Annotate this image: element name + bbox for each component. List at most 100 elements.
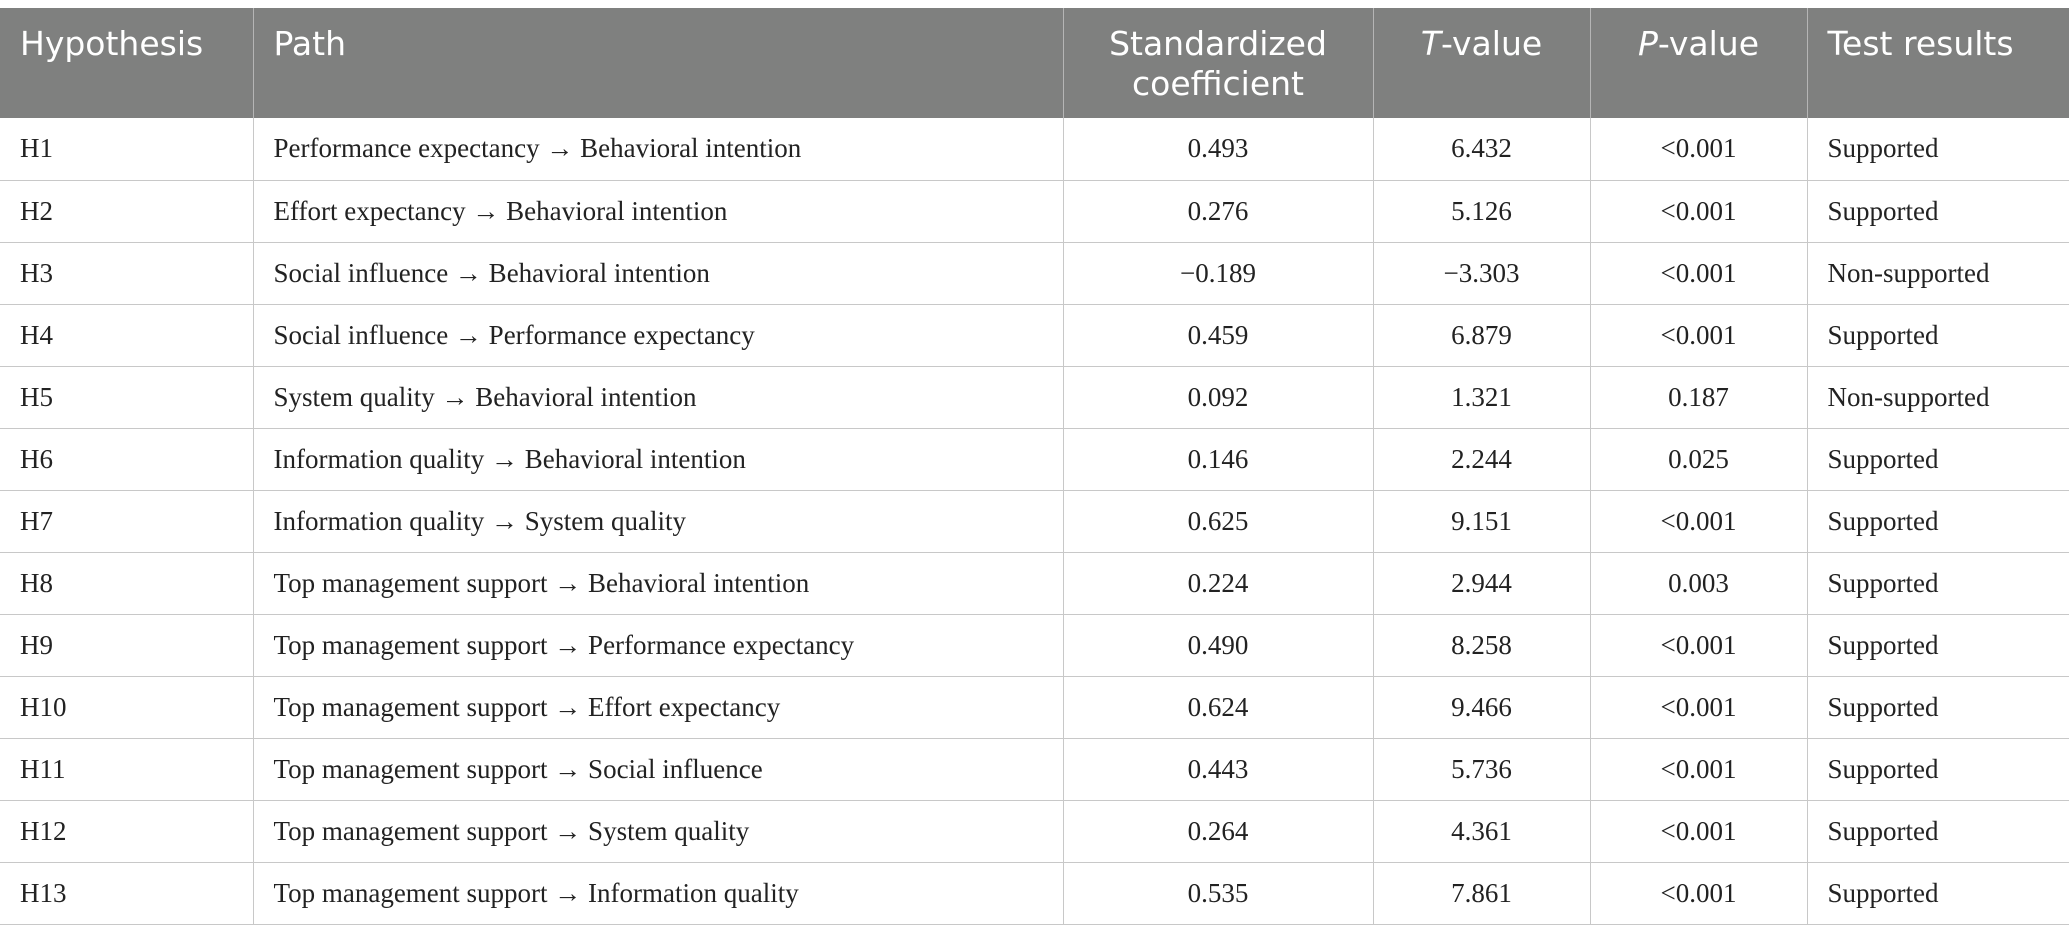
cell-test-result: Supported [1806,862,2069,925]
cell-t-value: 2.244 [1372,428,1590,491]
cell-t-value: 9.466 [1372,676,1590,739]
cell-test-result: Supported [1806,118,2069,181]
hypothesis-test-table: Hypothesis Path Standardized coefficient… [0,8,2069,925]
cell-hypothesis: H10 [0,676,253,739]
cell-path: Information quality → Behavioral intenti… [252,428,1063,491]
cell-hypothesis: H9 [0,614,253,677]
cell-hypothesis: H4 [0,304,253,367]
header-standardized-coefficient: Standardized coefficient [1062,8,1373,118]
cell-hypothesis: H12 [0,800,253,863]
table-row: H1 Performance expectancy → Behavioral in… [0,118,2069,181]
cell-hypothesis: H6 [0,428,253,491]
cell-standardized-coefficient: 0.264 [1062,800,1373,863]
cell-standardized-coefficient: 0.624 [1062,676,1373,739]
table-row: H10 Top management support → Effort expec… [0,676,2069,739]
header-test-results: Test results [1806,8,2069,118]
cell-t-value: 4.361 [1372,800,1590,863]
table-row: H9 Top management support → Performance e… [0,614,2069,677]
table-header: Hypothesis Path Standardized coefficient… [0,8,2069,118]
header-hypothesis: Hypothesis [0,8,253,118]
cell-hypothesis: H2 [0,180,253,243]
cell-hypothesis: H13 [0,862,253,925]
header-t-letter: T [1420,24,1441,63]
cell-p-value: <0.001 [1589,180,1807,243]
cell-path: Performance expectancy → Behavioral inte… [252,118,1063,181]
cell-p-value: <0.001 [1589,738,1807,801]
table-row: H2 Effort expectancy → Behavioral intenti… [0,180,2069,243]
cell-hypothesis: H8 [0,552,253,615]
cell-p-value: 0.025 [1589,428,1807,491]
cell-path: Top management support → Performance exp… [252,614,1063,677]
header-t-value: T-value [1372,8,1590,118]
cell-t-value: 8.258 [1372,614,1590,677]
cell-hypothesis: H1 [0,118,253,181]
cell-standardized-coefficient: 0.459 [1062,304,1373,367]
cell-standardized-coefficient: 0.493 [1062,118,1373,181]
table-row: H12 Top management support → System quali… [0,800,2069,863]
cell-standardized-coefficient: 0.625 [1062,490,1373,553]
cell-test-result: Supported [1806,676,2069,739]
table-row: H4 Social influence → Performance expecta… [0,304,2069,367]
table-row: H11 Top management support → Social influ… [0,738,2069,801]
cell-standardized-coefficient: 0.535 [1062,862,1373,925]
cell-p-value: <0.001 [1589,800,1807,863]
cell-path: Top management support → Information qua… [252,862,1063,925]
table-row: H7 Information quality → System quality 0.… [0,490,2069,553]
cell-test-result: Supported [1806,180,2069,243]
table-row: H5 System quality → Behavioral intention 0… [0,366,2069,429]
cell-path: Top management support → Behavioral inte… [252,552,1063,615]
cell-standardized-coefficient: 0.092 [1062,366,1373,429]
cell-test-result: Supported [1806,304,2069,367]
results-table-container: Hypothesis Path Standardized coefficient… [0,8,2069,925]
cell-p-value: <0.001 [1589,304,1807,367]
cell-hypothesis: H7 [0,490,253,553]
cell-path: System quality → Behavioral intention [252,366,1063,429]
cell-test-result: Non-supported [1806,242,2069,305]
cell-t-value: 7.861 [1372,862,1590,925]
cell-hypothesis: H11 [0,738,253,801]
cell-t-value: 6.879 [1372,304,1590,367]
table-row: H13 Top management support → Information … [0,862,2069,925]
cell-path: Information quality → System quality [252,490,1063,553]
cell-standardized-coefficient: 0.146 [1062,428,1373,491]
cell-p-value: <0.001 [1589,862,1807,925]
cell-path: Top management support → Social influenc… [252,738,1063,801]
cell-hypothesis: H3 [0,242,253,305]
cell-standardized-coefficient: 0.443 [1062,738,1373,801]
cell-test-result: Non-supported [1806,366,2069,429]
cell-p-value: 0.187 [1589,366,1807,429]
cell-t-value: 6.432 [1372,118,1590,181]
header-p-suffix: -value [1657,24,1760,63]
cell-t-value: −3.303 [1372,242,1590,305]
cell-standardized-coefficient: 0.224 [1062,552,1373,615]
header-path: Path [252,8,1063,118]
cell-p-value: <0.001 [1589,242,1807,305]
cell-test-result: Supported [1806,490,2069,553]
header-t-suffix: -value [1441,24,1543,63]
table-body: H1 Performance expectancy → Behavioral in… [0,118,2069,925]
cell-t-value: 5.126 [1372,180,1590,243]
cell-test-result: Supported [1806,800,2069,863]
table-row: H6 Information quality → Behavioral inten… [0,428,2069,491]
header-row: Hypothesis Path Standardized coefficient… [0,8,2069,118]
table-row: H3 Social influence → Behavioral intentio… [0,242,2069,305]
cell-p-value: 0.003 [1589,552,1807,615]
cell-test-result: Supported [1806,428,2069,491]
cell-t-value: 5.736 [1372,738,1590,801]
cell-p-value: <0.001 [1589,490,1807,553]
cell-path: Top management support → System quality [252,800,1063,863]
table-row: H8 Top management support → Behavioral in… [0,552,2069,615]
cell-p-value: <0.001 [1589,676,1807,739]
cell-hypothesis: H5 [0,366,253,429]
cell-test-result: Supported [1806,614,2069,677]
cell-p-value: <0.001 [1589,118,1807,181]
cell-standardized-coefficient: −0.189 [1062,242,1373,305]
cell-path: Top management support → Effort expectan… [252,676,1063,739]
cell-test-result: Supported [1806,552,2069,615]
cell-standardized-coefficient: 0.276 [1062,180,1373,243]
cell-path: Social influence → Performance expectanc… [252,304,1063,367]
cell-t-value: 1.321 [1372,366,1590,429]
cell-test-result: Supported [1806,738,2069,801]
cell-standardized-coefficient: 0.490 [1062,614,1373,677]
header-p-value: P-value [1589,8,1807,118]
